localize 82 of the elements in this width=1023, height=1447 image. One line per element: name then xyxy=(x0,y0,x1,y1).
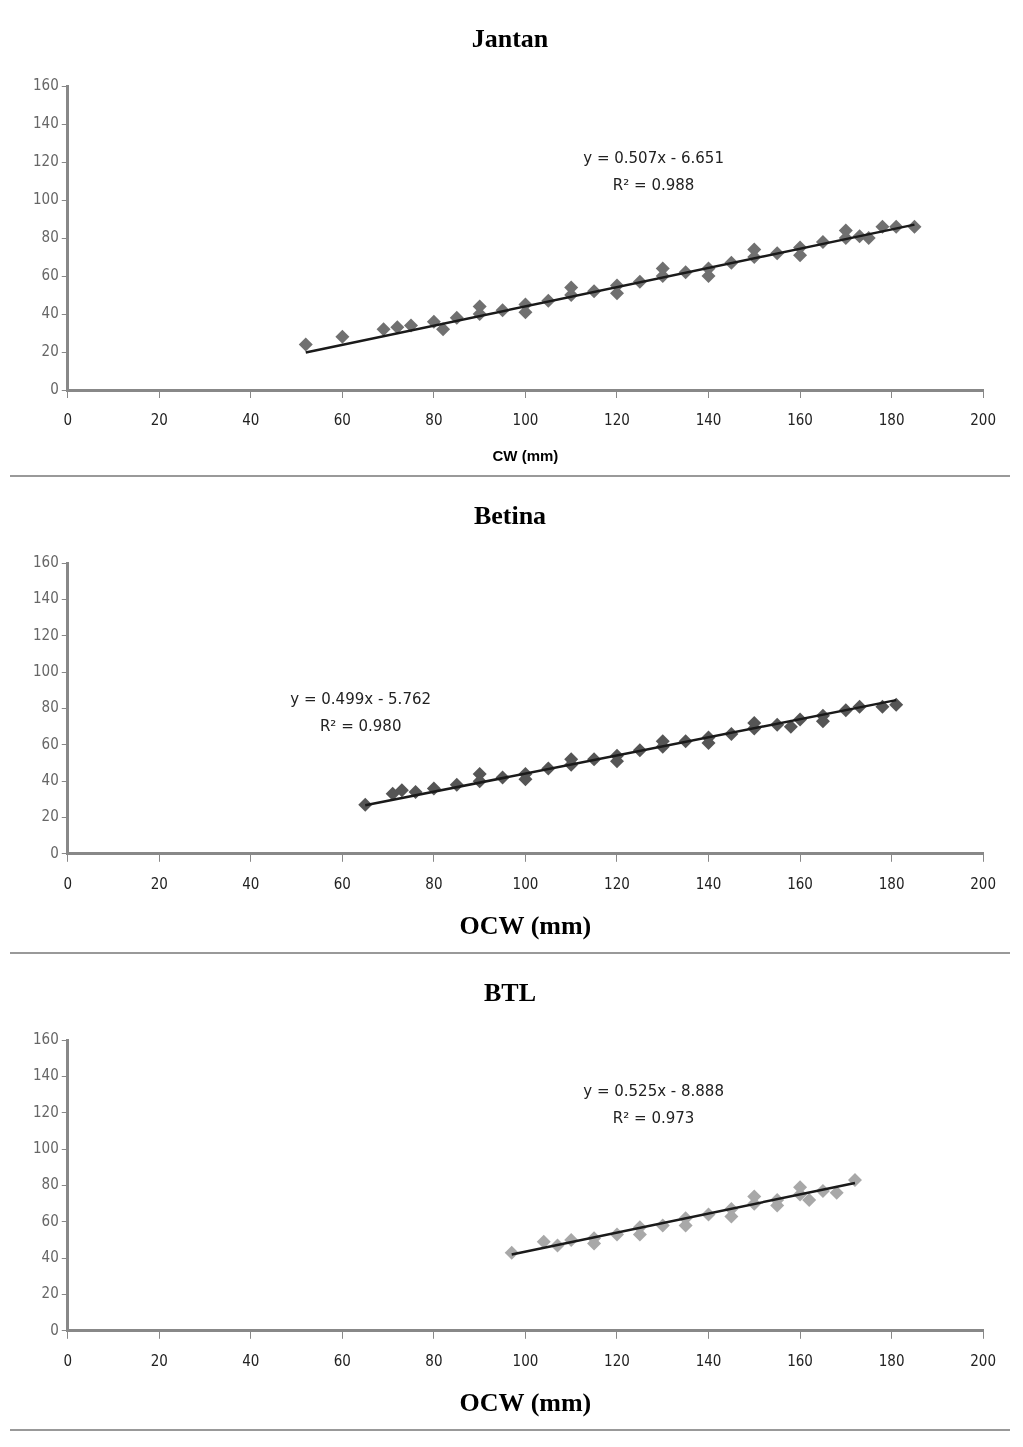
point xyxy=(390,320,405,335)
x-tick-label: 0 xyxy=(63,874,73,893)
point xyxy=(829,1185,844,1200)
x-tick-label: 160 xyxy=(787,1351,813,1370)
point xyxy=(889,697,904,712)
y-tick-label: 100 xyxy=(32,1139,59,1158)
x-tick-label: 200 xyxy=(970,874,997,893)
y-tick-label: 60 xyxy=(41,1211,59,1230)
point xyxy=(335,329,350,344)
x-axis-title: CW (mm) xyxy=(492,447,559,465)
y-tick-label: 160 xyxy=(32,1030,59,1049)
x-tick-label: 60 xyxy=(333,874,351,893)
x-tick-label: 80 xyxy=(425,874,443,893)
x-tick-label: 180 xyxy=(878,410,905,429)
annotation: y = 0.507x - 6.651 xyxy=(583,149,724,167)
x-tick-label: 120 xyxy=(604,874,630,893)
chart-title: Jantan xyxy=(471,24,549,54)
y-tick-label: 80 xyxy=(41,698,59,717)
y-tick-label: 160 xyxy=(32,76,59,95)
x-tick-label: 140 xyxy=(695,1351,722,1370)
y-tick-label: 20 xyxy=(41,807,59,826)
y-tick-label: 120 xyxy=(32,625,59,644)
x-tick-label: 120 xyxy=(604,410,630,429)
x-tick-label: 180 xyxy=(878,1351,905,1370)
annotation: R² = 0.980 xyxy=(319,716,402,735)
x-tick-label: 0 xyxy=(63,410,73,429)
y-tick-label: 20 xyxy=(41,341,59,360)
x-tick-label: 40 xyxy=(242,874,260,893)
x-tick-label: 80 xyxy=(425,1351,443,1370)
x-tick-label: 160 xyxy=(787,410,813,429)
point xyxy=(298,337,313,352)
chart-title: Betina xyxy=(473,501,547,531)
y-tick-label: 80 xyxy=(41,227,59,246)
x-tick-label: 20 xyxy=(150,1351,168,1370)
x-tick-label: 100 xyxy=(512,1351,539,1370)
y-tick-label: 60 xyxy=(41,265,59,284)
y-tick-label: 0 xyxy=(50,1320,59,1339)
y-tick-label: 140 xyxy=(32,114,59,133)
y-tick-label: 120 xyxy=(32,152,59,171)
y-tick-label: 140 xyxy=(32,589,59,608)
x-tick-label: 20 xyxy=(150,874,168,893)
annotation: R² = 0.973 xyxy=(612,1109,695,1128)
x-tick-label: 40 xyxy=(242,1351,260,1370)
x-tick-label: 160 xyxy=(787,874,813,893)
y-tick-label: 0 xyxy=(50,379,59,398)
x-tick-label: 200 xyxy=(970,410,997,429)
annotation: R² = 0.988 xyxy=(612,176,695,194)
y-tick-label: 100 xyxy=(32,190,59,209)
y-tick-label: 80 xyxy=(41,1175,59,1194)
x-tick-label: 60 xyxy=(333,1351,351,1370)
x-tick-label: 140 xyxy=(695,874,722,893)
point xyxy=(783,719,798,734)
x-tick-label: 80 xyxy=(425,410,443,429)
chart-title: BTL xyxy=(483,978,537,1008)
x-tick-label: 100 xyxy=(512,874,539,893)
x-tick-label: 200 xyxy=(970,1351,997,1370)
x-axis-title: OCW (mm) xyxy=(459,1388,592,1418)
point xyxy=(536,1234,551,1249)
point xyxy=(802,1193,817,1208)
x-tick-label: 180 xyxy=(878,874,905,893)
y-tick-label: 120 xyxy=(32,1102,59,1121)
y-tick-label: 100 xyxy=(32,662,59,681)
y-tick-label: 160 xyxy=(32,553,59,572)
y-tick-label: 40 xyxy=(41,303,59,322)
x-tick-label: 20 xyxy=(150,410,168,429)
x-tick-label: 100 xyxy=(512,410,539,429)
y-tick-label: 0 xyxy=(50,843,59,862)
y-tick-label: 40 xyxy=(41,771,59,790)
x-tick-label: 60 xyxy=(333,410,351,429)
annotation: y = 0.499x - 5.762 xyxy=(290,689,432,708)
y-tick-label: 140 xyxy=(32,1066,59,1085)
x-axis-title: OCW (mm) xyxy=(459,911,592,941)
x-tick-label: 40 xyxy=(242,410,260,429)
y-tick-label: 20 xyxy=(41,1284,59,1303)
x-tick-label: 140 xyxy=(695,410,722,429)
point xyxy=(394,783,409,798)
x-tick-label: 0 xyxy=(63,1351,73,1370)
x-tick-label: 120 xyxy=(604,1351,630,1370)
y-tick-label: 40 xyxy=(41,1248,59,1267)
annotation: y = 0.525x - 8.888 xyxy=(583,1082,724,1101)
y-tick-label: 60 xyxy=(41,734,59,753)
point xyxy=(376,322,391,337)
